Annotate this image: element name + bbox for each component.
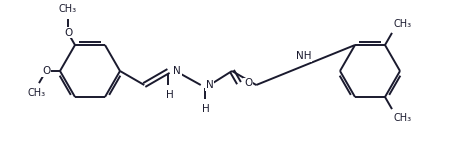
- Text: N: N: [173, 66, 181, 76]
- Text: O: O: [42, 66, 50, 76]
- Text: CH₃: CH₃: [394, 19, 412, 29]
- Text: H: H: [166, 90, 173, 100]
- Text: N: N: [206, 80, 213, 90]
- Text: CH₃: CH₃: [28, 88, 46, 98]
- Text: O: O: [64, 28, 72, 38]
- Text: NH: NH: [296, 51, 311, 61]
- Text: H: H: [202, 104, 210, 114]
- Text: CH₃: CH₃: [394, 113, 412, 123]
- Text: O: O: [244, 78, 252, 88]
- Text: CH₃: CH₃: [59, 4, 77, 14]
